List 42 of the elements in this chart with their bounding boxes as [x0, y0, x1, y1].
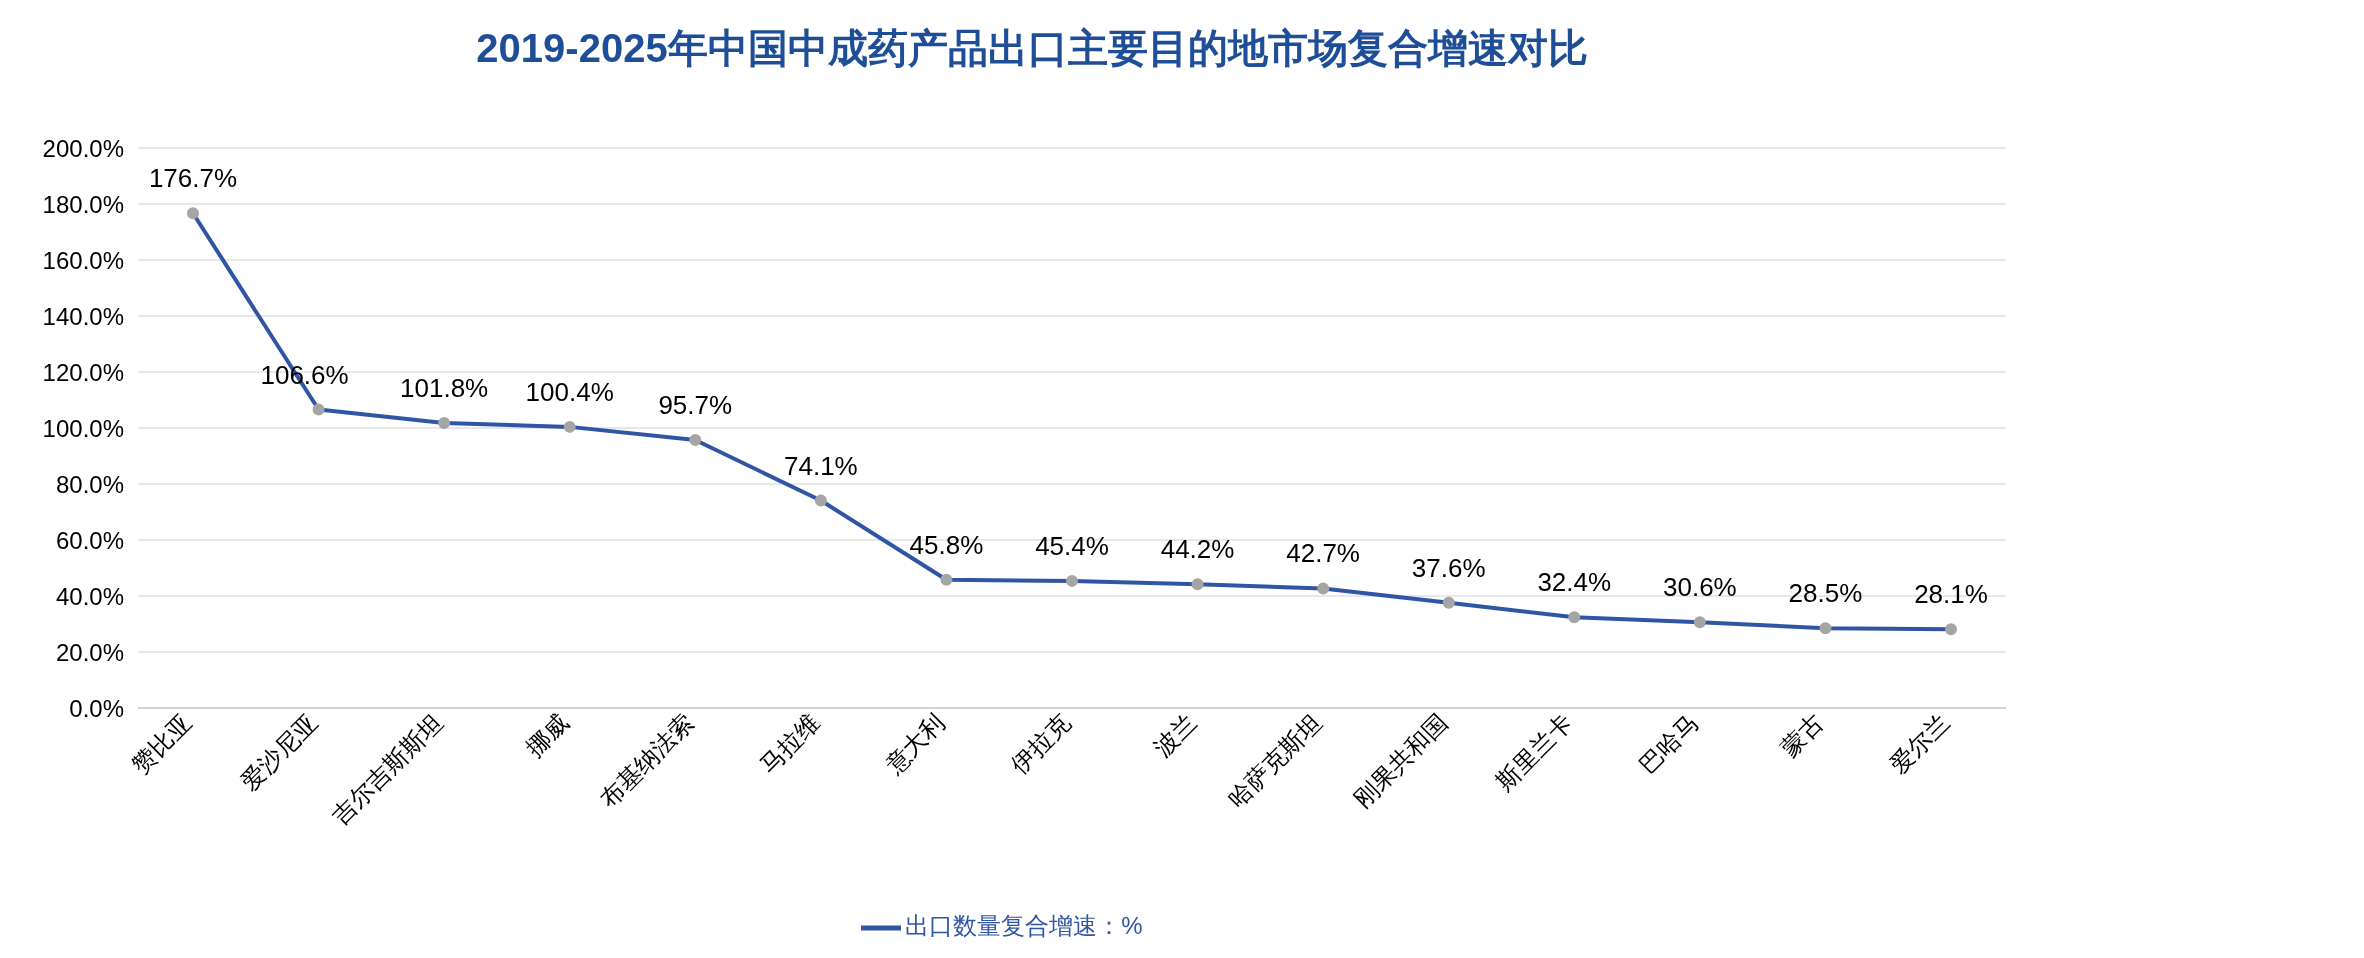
data-label: 42.7%	[1286, 538, 1361, 569]
data-label: 95.7%	[658, 390, 733, 421]
data-label: 44.2%	[1160, 534, 1235, 565]
data-label: 45.4%	[1035, 530, 1109, 561]
data-label: 37.6%	[1411, 552, 1486, 583]
y-tick-label: 0.0%	[69, 694, 124, 722]
y-tick-label: 60.0%	[55, 526, 124, 554]
x-tick-label: 巴哈马	[1633, 708, 1704, 779]
x-tick-label: 挪威	[520, 708, 574, 762]
x-tick-label: 斯里兰卡	[1490, 708, 1578, 796]
data-label: 32.4%	[1537, 567, 1612, 598]
data-label: 101.8%	[400, 372, 489, 403]
data-label: 30.6%	[1662, 572, 1737, 603]
x-tick-label: 布基纳法索	[594, 708, 699, 813]
x-tick-label: 爱沙尼亚	[235, 708, 323, 796]
x-tick-label: 蒙古	[1775, 708, 1829, 762]
x-tick-label: 爱尔兰	[1884, 708, 1955, 779]
chart-title: 2019-2025年中国中成药产品出口主要目的地市场复合增速对比	[475, 25, 1589, 72]
x-tick-label: 波兰	[1148, 708, 1202, 762]
data-label: 28.1%	[1914, 579, 1988, 610]
y-tick-label: 40.0%	[55, 582, 124, 610]
data-label: 45.8%	[909, 529, 984, 560]
data-label: 74.1%	[783, 450, 858, 481]
x-tick-label: 赞比亚	[126, 708, 197, 779]
y-tick-label: 180.0%	[42, 190, 124, 218]
data-label: 100.4%	[525, 376, 614, 407]
y-tick-label: 80.0%	[55, 470, 124, 498]
y-tick-label: 120.0%	[42, 358, 124, 386]
x-tick-label: 伊拉克	[1005, 708, 1076, 779]
y-tick-label: 100.0%	[42, 414, 124, 442]
x-tick-label: 意大利	[879, 708, 950, 780]
x-tick-label: 刚果共和国	[1348, 708, 1453, 813]
data-label: 176.7%	[148, 163, 238, 194]
x-tick-label: 吉尔吉斯斯坦	[326, 708, 448, 830]
x-tick-label: 哈萨克斯坦	[1222, 708, 1327, 813]
y-tick-label: 20.0%	[55, 638, 124, 666]
x-tick-label: 马拉维	[754, 708, 825, 779]
y-tick-label: 140.0%	[42, 302, 124, 330]
y-tick-label: 200.0%	[42, 134, 124, 162]
y-tick-label: 160.0%	[42, 246, 124, 274]
data-label: 28.5%	[1788, 578, 1863, 609]
legend-label: 出口数量复合增速：%	[905, 912, 1143, 940]
